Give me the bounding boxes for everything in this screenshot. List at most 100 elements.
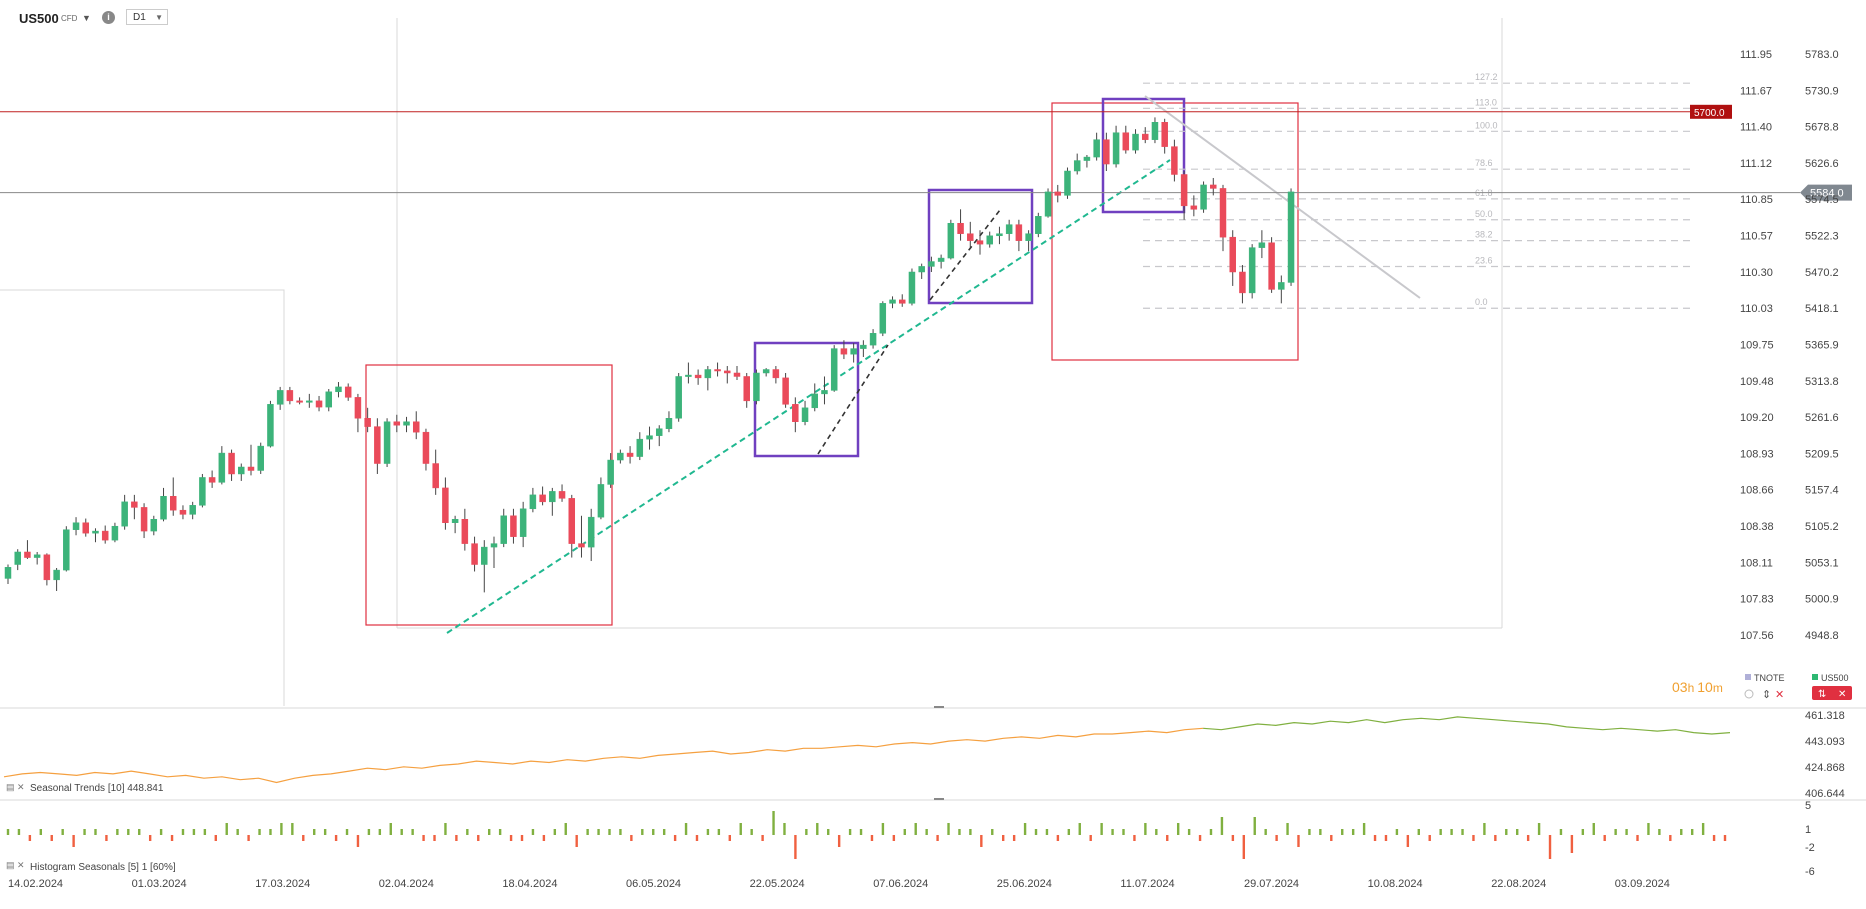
- histogram-bar: [564, 823, 567, 835]
- histogram-bar: [498, 829, 502, 835]
- histogram-bar: [1548, 835, 1552, 859]
- histogram-bar: [1100, 823, 1103, 835]
- countdown-timer: 03h 10m: [1672, 679, 1723, 695]
- tnote-tick-label: 110.85: [1740, 194, 1773, 206]
- histogram-bar: [1636, 835, 1639, 841]
- candle-body: [986, 235, 993, 245]
- candle-body: [850, 348, 857, 355]
- date-axis: 14.02.2024 01.03.2024 17.03.2024 02.04.2024…: [8, 878, 1670, 890]
- histogram-bar: [947, 823, 950, 835]
- tnote-legend-label: TNOTE: [1754, 673, 1785, 683]
- candle-body: [1219, 188, 1227, 238]
- candle-body: [801, 407, 809, 422]
- candle-body: [597, 484, 605, 518]
- histogram-bar: [1712, 835, 1716, 841]
- current-price-label: 5584.0: [1810, 188, 1844, 200]
- histogram-bar: [356, 835, 360, 847]
- tnote-tick-label: 107.56: [1740, 630, 1774, 642]
- us500-tick-label: 4948.8: [1805, 630, 1839, 642]
- candle-body: [111, 525, 119, 541]
- candle-body: [860, 344, 867, 349]
- histogram-bar: [531, 829, 535, 835]
- histogram-bar: [225, 823, 228, 835]
- candle-body: [189, 505, 196, 515]
- symbol-label[interactable]: US500: [19, 11, 59, 26]
- seasonal-tick-label: 424.868: [1805, 762, 1845, 774]
- date-tick-label: 06.05.2024: [626, 878, 681, 890]
- histogram-bar: [192, 829, 196, 835]
- histogram-bar: [673, 835, 677, 841]
- fib-level-label: 23.6: [1475, 255, 1493, 265]
- histogram-bar: [991, 829, 994, 835]
- histogram-bar: [575, 835, 578, 847]
- date-tick-label: 22.08.2024: [1491, 878, 1546, 890]
- fib-level-label: 0.0: [1475, 297, 1488, 307]
- us500-tick-label: 5783.0: [1805, 49, 1839, 61]
- candle-body: [24, 551, 31, 558]
- range-box-july: [1051, 102, 1299, 361]
- histogram-bar: [1669, 835, 1672, 841]
- histogram-bar: [214, 835, 217, 841]
- candle-body: [169, 496, 177, 511]
- candle-body: [1132, 133, 1139, 151]
- histogram-legend-text: Histogram Seasonals [5] 1 [60%]: [30, 862, 176, 873]
- us500-tick-label: 5105.2: [1805, 521, 1839, 533]
- candle-body: [1112, 132, 1120, 165]
- candle-body: [150, 518, 158, 532]
- info-icon[interactable]: i: [102, 11, 115, 24]
- us500-tick-label: 5574.5: [1805, 194, 1839, 206]
- histogram-bar: [1034, 829, 1038, 835]
- histogram-bar: [1308, 829, 1311, 835]
- price-levels: 5700.0 5584.0: [0, 104, 1852, 201]
- timeframe-select[interactable]: D1 ▼: [126, 9, 168, 25]
- symbol-dropdown-icon[interactable]: ▼: [82, 13, 91, 23]
- seasonal-legend-text: Seasonal Trends [10] 448.841: [30, 783, 164, 794]
- us500-tick-label: 5053.1: [1805, 557, 1839, 569]
- candle-body: [830, 348, 838, 391]
- close-icon[interactable]: ✕: [1775, 689, 1784, 701]
- tnote-tick-label: 109.75: [1740, 340, 1774, 352]
- histogram-bar: [1395, 829, 1399, 835]
- candle-body: [422, 431, 430, 464]
- histogram-bar: [323, 829, 327, 835]
- candle-body: [957, 222, 964, 234]
- eye-icon[interactable]: [1744, 689, 1754, 699]
- candle-body: [228, 452, 235, 475]
- histogram-bar: [1494, 835, 1497, 841]
- histogram-bar: [411, 829, 414, 835]
- candle-body: [1161, 122, 1168, 147]
- histogram-bar: [1625, 829, 1628, 835]
- flag-box-june: [927, 188, 1034, 305]
- candle-body: [451, 518, 459, 523]
- candle-body: [14, 551, 21, 565]
- histogram-bar: [466, 829, 469, 835]
- fib-level-label: 38.2: [1475, 230, 1493, 240]
- histogram-bar: [1012, 835, 1016, 841]
- us500-tick-label: 5365.9: [1805, 340, 1839, 352]
- candle-body: [393, 421, 401, 426]
- us500-controls[interactable]: [1812, 686, 1852, 700]
- histogram-bar: [805, 829, 808, 835]
- candle-body: [1054, 191, 1062, 196]
- flag-box-july: [1101, 97, 1186, 214]
- histogram-bar: [848, 829, 852, 835]
- histogram-bar: [892, 835, 896, 841]
- us500-tick-label: 5261.6: [1805, 412, 1839, 424]
- histogram-tick-label: -6: [1805, 866, 1815, 878]
- candle-body: [471, 543, 478, 565]
- histogram-bar: [772, 811, 775, 835]
- histogram-bar: [1559, 829, 1563, 835]
- histogram-bar: [1701, 823, 1705, 835]
- candle-body: [694, 374, 702, 379]
- histogram-bar: [619, 829, 622, 835]
- histogram-bar: [127, 829, 130, 835]
- close-icon: ✕: [1838, 689, 1846, 700]
- range-box-april: [365, 364, 613, 626]
- move-icon[interactable]: ⇕: [1762, 689, 1771, 701]
- candle-body: [412, 421, 420, 433]
- histogram-bar: [258, 829, 261, 835]
- candle-body: [461, 518, 469, 544]
- histogram-bar: [1078, 823, 1081, 835]
